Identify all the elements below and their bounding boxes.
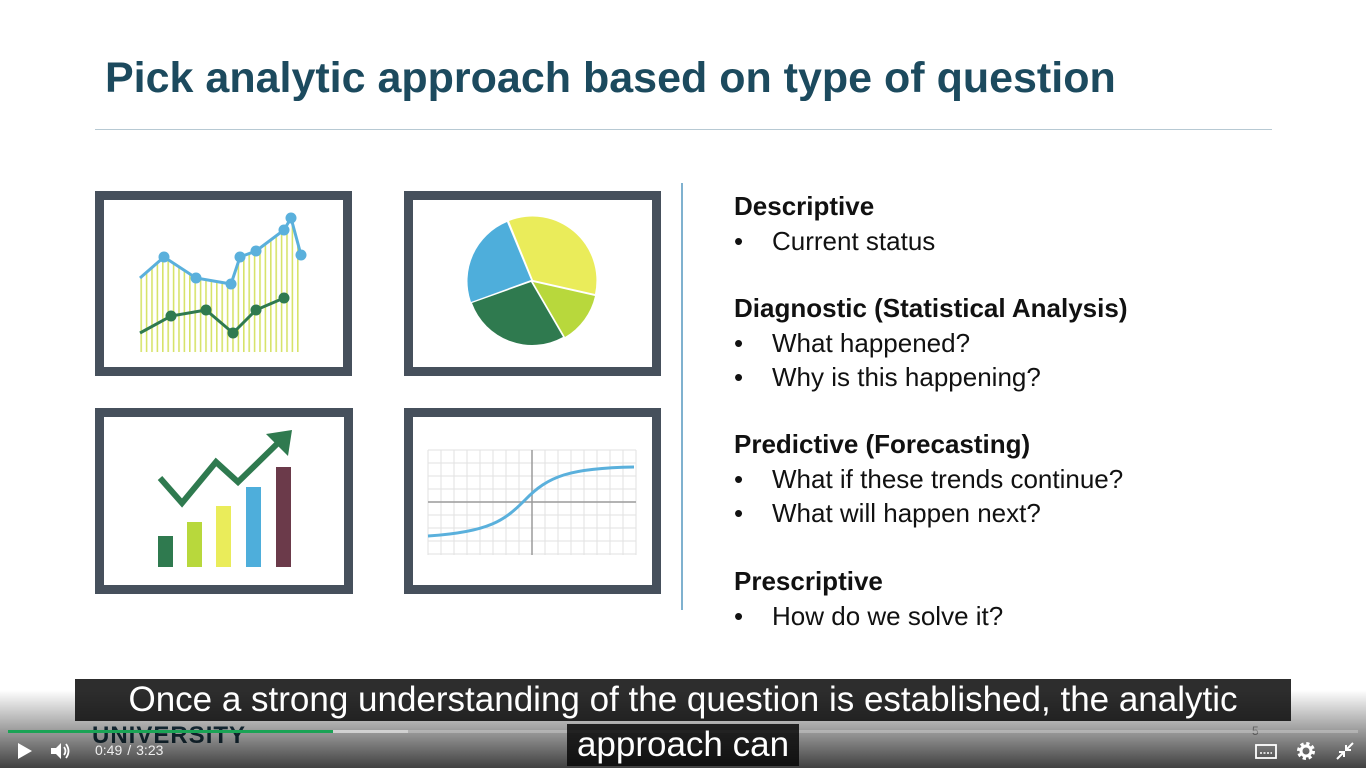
- duration: 3:23: [136, 742, 164, 758]
- bullet-symbol: •: [734, 498, 744, 528]
- bullet-symbol: •: [734, 600, 744, 631]
- bullet-text: What if these trends continue?: [772, 463, 1124, 494]
- bullet-symbol: •: [734, 362, 744, 392]
- time-separator: /: [127, 742, 132, 758]
- bullet-text: Current status: [772, 225, 936, 256]
- line-chart-icon: [95, 191, 352, 376]
- bullet-text: What happened?: [772, 327, 971, 358]
- section-heading: Predictive (Forecasting): [734, 429, 1031, 459]
- bullet-symbol: •: [734, 225, 744, 256]
- subtitle-line: Once a strong understanding of the quest…: [75, 679, 1291, 721]
- bar-chart-icon: [95, 408, 353, 594]
- captions-button[interactable]: [1255, 740, 1277, 762]
- settings-button[interactable]: [1295, 740, 1317, 762]
- exit-fullscreen-button[interactable]: [1334, 740, 1356, 762]
- divider: [681, 183, 683, 610]
- time-display: 0:49/3:23: [95, 742, 168, 758]
- played: [8, 730, 333, 733]
- section-heading: Diagnostic (Statistical Analysis): [734, 293, 1128, 323]
- bullet-text: Why is this happening?: [772, 362, 1041, 392]
- title-rule: [95, 129, 1272, 130]
- bullet-symbol: •: [734, 463, 744, 494]
- slide-title: Pick analytic approach based on type of …: [105, 54, 1116, 102]
- bullet-symbol: •: [734, 327, 744, 358]
- section-heading: Prescriptive: [734, 566, 883, 596]
- bullet-text: What will happen next?: [772, 498, 1041, 528]
- pie-chart-icon: [404, 191, 661, 376]
- curve-chart-icon: [404, 408, 661, 594]
- bullet-text: How do we solve it?: [772, 600, 1004, 631]
- section-heading: Descriptive: [734, 191, 875, 221]
- play-button[interactable]: [14, 740, 36, 762]
- volume-button[interactable]: [49, 740, 73, 762]
- current-time: 0:49: [95, 742, 123, 758]
- subtitle-line: approach can: [567, 724, 799, 766]
